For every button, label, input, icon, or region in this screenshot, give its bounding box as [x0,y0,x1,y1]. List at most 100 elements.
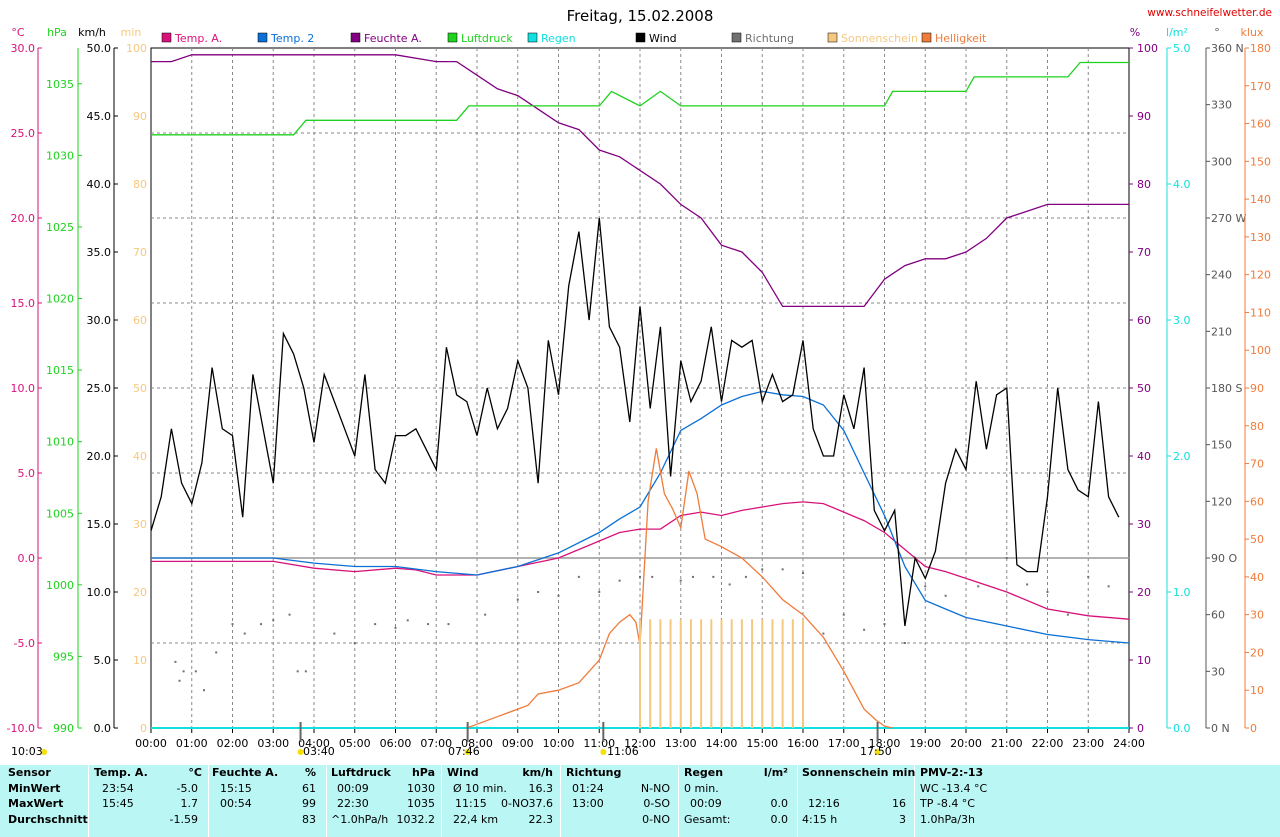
axis-temp-ticklabel-8: -10.0 [7,722,35,735]
axis-min-ticklabel-4: 60 [133,314,147,327]
axis-klux-ticklabel-5: 130 [1250,231,1271,244]
axis-deg-ticklabel-1: 330 [1211,99,1232,112]
point-richtung-13 [333,632,336,635]
line-wind [150,217,1120,627]
hdr-feuchte: Feuchte A. [212,766,279,779]
moon-down-icon [297,749,304,755]
axis-temp-ticklabel-5: 5.0 [18,467,36,480]
point-richtung-38 [842,613,845,616]
marker-label-3: 11:06 [607,745,639,758]
x-ticklabel-19: 19:00 [909,737,941,750]
richtung-min-val: N-NO [640,781,670,795]
x-ticklabel-17: 17:00 [828,737,860,750]
point-richtung-16 [394,626,397,629]
point-richtung-0 [174,660,177,663]
legend-swatch-7 [827,32,838,43]
point-richtung-36 [802,572,804,575]
luft-min-time: 00:09 [337,781,369,795]
x-ticklabel-16: 16:00 [787,737,819,750]
axis-pct-ticklabel-3: 70 [1137,246,1151,259]
unit-label-5: l/m² [1166,26,1188,39]
axis-lm2-ticklabel-1: 4.0 [1173,178,1191,191]
axis-kmh-ticklabel-1: 45.0 [87,110,112,123]
axis-kmh-ticklabel-0: 50.0 [87,42,112,55]
axis-klux-ticklabel-8: 100 [1250,344,1271,357]
footer-col-regen: Regen l/m² 0 min. 00:09 0.0 Gesamt: 0.0 [684,765,790,837]
point-richtung-34 [761,568,764,571]
x-axis: 00:00 01:00 02:00 03:00 04:00 05:00 06:00 07:00… [135,728,1145,750]
temp-min-time: 23:54 [102,781,134,795]
axis-deg-ticklabel-11: 30 [1211,665,1225,678]
footer-col-wind: Wind km/h Ø 10 min. 16.3 11:15 0-NO 37.6 22,… [447,765,555,837]
hdr-wind: Wind [447,766,479,779]
legend-swatch-4 [527,32,538,43]
footer-col-temp: Temp. A. °C 23:54 -5.0 15:45 1.7 -1.59 [94,765,202,837]
axis-min-ticklabel-9: 10 [133,654,147,667]
wind-min-time: Ø 10 min. [453,781,507,795]
axis-klux-ticklabel-14: 40 [1250,571,1264,584]
axis-klux-ticklabel-1: 170 [1250,80,1271,93]
wind-avg-val: 22.3 [528,812,554,826]
axis-hpa-ticklabel-7: 1000 [46,579,74,592]
point-richtung-5 [215,651,218,654]
axis-pct-ticklabel-1: 90 [1137,110,1151,123]
axis-deg-ticklabel-0: 360 N [1211,42,1244,55]
axis-deg-ticklabel-9: 90 O [1211,552,1237,565]
axis-pct-ticklabel-10: 0 [1137,722,1144,735]
point-richtung-35 [781,568,784,571]
hdr-luft-unit: hPa [411,766,435,779]
point-richtung-9 [272,619,275,622]
sun-icon [41,749,47,755]
hdr-sonne: Sonnenschein min [802,766,916,779]
x-ticklabel-15: 15:00 [746,737,778,750]
axis-pct-ticklabel-9: 10 [1137,654,1151,667]
axis-units: °C hPa km/h min% l/m² ° klux [11,26,1264,39]
hdr-temp: Temp. A. [94,766,148,779]
feuchte-max-time: 00:54 [220,797,252,810]
axis-min-ticklabel-2: 80 [133,178,147,191]
axis-klux-ticklabel-0: 180 [1250,42,1271,55]
axis-hpa-ticklabel-0: 1035 [46,78,74,91]
axis-deg-ticklabel-12: 0 N [1211,722,1230,735]
axis-pct-ticklabel-8: 20 [1137,586,1151,599]
unit-label-7: klux [1241,26,1264,39]
point-richtung-27 [639,575,641,578]
legend-label-1: Temp. 2 [270,32,314,45]
axis-temp-ticklabel-2: 20.0 [11,212,36,225]
hdr-regen: Regen [684,766,724,779]
x-ticklabel-0: 00:00 [135,737,167,750]
line-temp-a [151,501,1130,620]
sonne-avg-val: 3 [899,812,906,826]
axis-hpa-ticklabel-4: 1015 [46,364,74,377]
point-richtung-46 [1026,583,1029,586]
point-richtung-24 [577,575,580,578]
axis-min-ticklabel-10: 0 [140,722,147,735]
x-ticklabel-10: 10:00 [543,737,575,750]
unit-label-2: km/h [78,26,106,39]
sonne-max-time: 12:16 [808,797,840,810]
row-avg: Durchschnitt [8,812,88,826]
site-link[interactable]: www.schneifelwetter.de [1147,7,1272,19]
luft-min-val: 1030 [407,781,435,795]
legend-swatch-8 [921,32,932,43]
point-richtung-43 [944,594,947,597]
footer-col-pmv: PMV-2:-13 WC -13.4 °C TP -8.4 °C 1.0hPa/… [920,765,1030,837]
axis-lm2-ticklabel-5: 0.0 [1173,722,1191,735]
x-ticklabel-9: 09:00 [502,737,534,750]
axis-deg-ticklabel-8: 120 [1211,495,1232,508]
hdr-pmv: PMV-2:-13 [920,766,984,779]
point-richtung-15 [374,623,377,626]
axis-deg-ticklabel-7: 150 [1211,439,1232,452]
point-richtung-29 [679,579,682,582]
marker-label-0: 10:03 [11,745,43,758]
point-richtung-1 [178,679,181,682]
legend-swatch-5 [635,32,646,43]
axis-pct-ticklabel-6: 40 [1137,450,1151,463]
point-richtung-47 [1046,591,1049,593]
axis-lm2-ticklabel-3: 2.0 [1173,450,1191,463]
sonne-max-val: 16 [892,797,906,810]
wind-max-val: 37.6 [528,797,554,810]
legend-label-3: Luftdruck [461,32,513,45]
point-richtung-48 [1066,613,1069,616]
left-axes: 30.0 25.0 20.0 15.0 10.0 5.0 0.0 -5.0 -10.0 1035 1… [7,42,147,735]
